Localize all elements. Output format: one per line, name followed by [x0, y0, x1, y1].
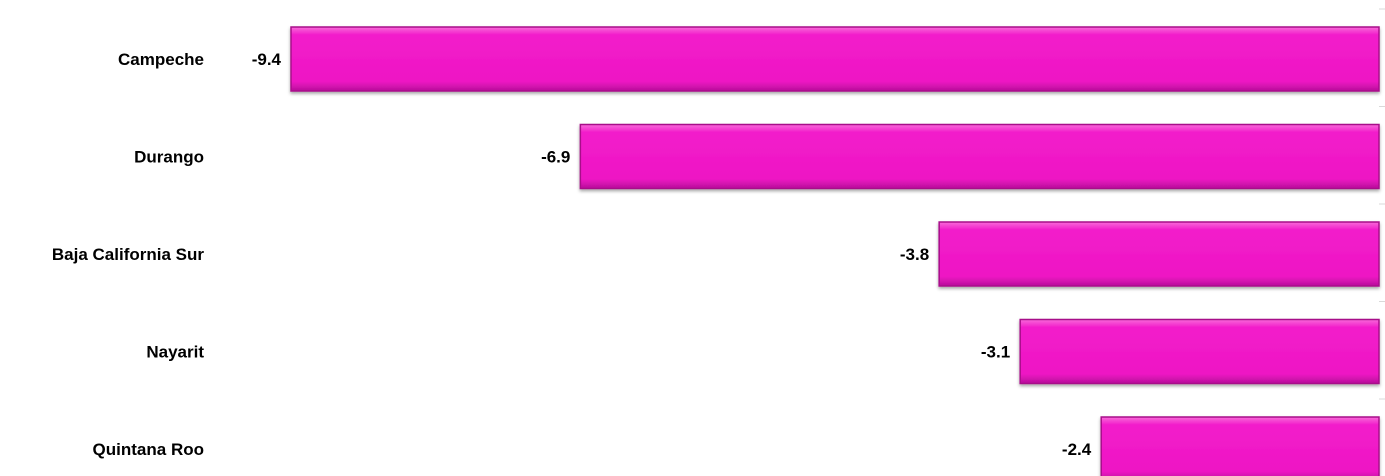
value-label: -3.1: [981, 343, 1010, 362]
category-label: Quintana Roo: [93, 440, 204, 459]
value-labels: -9.4 -6.9 -3.8 -3.1 -2.4: [252, 50, 1092, 459]
bar-campeche: [290, 26, 1380, 92]
category-labels: Campeche Durango Baja California Sur Nayari…: [52, 50, 204, 459]
bar-durango: [579, 123, 1380, 190]
category-label: Campeche: [118, 50, 204, 69]
value-label: -3.8: [900, 245, 929, 264]
value-label: -6.9: [541, 148, 570, 167]
value-label: -9.4: [252, 50, 282, 69]
category-label: Durango: [134, 148, 204, 167]
bar-nayarit: [1019, 318, 1380, 385]
bar-quintana-roo: [1100, 416, 1380, 476]
bar-baja-california-sur: [938, 221, 1380, 287]
category-label: Baja California Sur: [52, 245, 204, 264]
value-label: -2.4: [1062, 440, 1092, 459]
bars-group: [290, 26, 1380, 476]
category-label: Nayarit: [146, 343, 204, 362]
value-axis: [1379, 8, 1385, 400]
